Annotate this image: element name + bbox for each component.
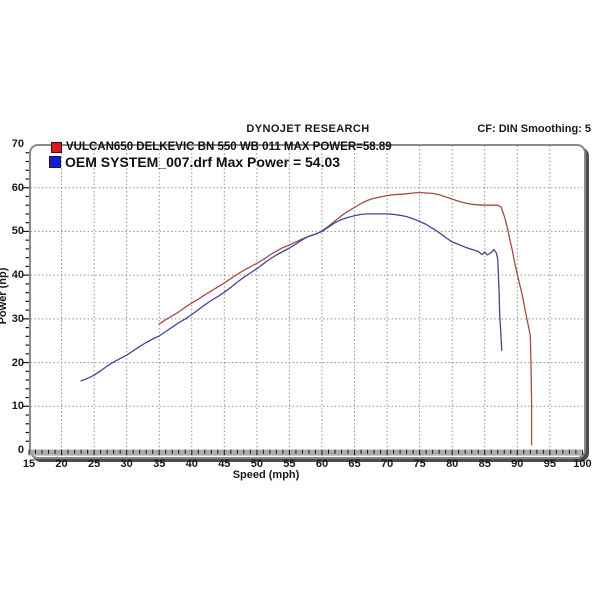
y-tick-label: 50 — [11, 225, 24, 238]
x-tick-label: 55 — [283, 458, 296, 470]
x-tick-label: 35 — [153, 458, 166, 470]
x-tick-label: 50 — [250, 458, 263, 470]
y-tick-label: 30 — [11, 312, 24, 325]
x-axis-title: Speed (mph) — [232, 469, 300, 481]
legend-label: VULCAN650 DELKEVIC BN 550 WB 011 MAX POW… — [66, 141, 392, 153]
legend-swatch-red-icon — [51, 142, 62, 153]
x-tick-label: 85 — [478, 458, 491, 470]
correction-smoothing-label: CF: DIN Smoothing: 5 — [477, 123, 591, 135]
x-tick-label: 80 — [446, 458, 459, 470]
x-tick-label: 20 — [55, 458, 68, 470]
x-tick-label: 25 — [87, 458, 101, 470]
chart-title: DYNOJET RESEARCH — [246, 123, 370, 135]
x-tick-label: 70 — [380, 458, 394, 470]
legend-item-oem: OEM SYSTEM_007.drf Max Power = 54.03 — [49, 154, 340, 170]
y-tick-label: 0 — [17, 444, 24, 456]
y-tick-label: 40 — [11, 269, 24, 282]
y-tick-label: 20 — [11, 356, 24, 369]
y-tick-label: 70 — [11, 138, 24, 150]
x-tick-label: 90 — [511, 458, 524, 470]
x-tick-label: 60 — [315, 458, 329, 470]
x-tick-label: 15 — [22, 458, 36, 470]
x-tick-label: 65 — [348, 458, 361, 470]
legend-swatch-blue-icon — [49, 156, 61, 168]
y-tick-label: 10 — [11, 400, 24, 413]
x-tick-label: 40 — [185, 458, 198, 470]
x-tick-label: 75 — [413, 458, 426, 470]
x-tick-label: 30 — [120, 458, 133, 470]
legend-item-delkevic: VULCAN650 DELKEVIC BN 550 WB 011 MAX POW… — [51, 141, 392, 153]
x-tick-label: 95 — [543, 458, 556, 470]
y-tick-label: 60 — [11, 181, 24, 194]
legend-label: OEM SYSTEM_007.drf Max Power = 54.03 — [65, 154, 341, 170]
x-tick-label: 100 — [573, 458, 592, 470]
x-tick-label: 45 — [218, 458, 231, 470]
